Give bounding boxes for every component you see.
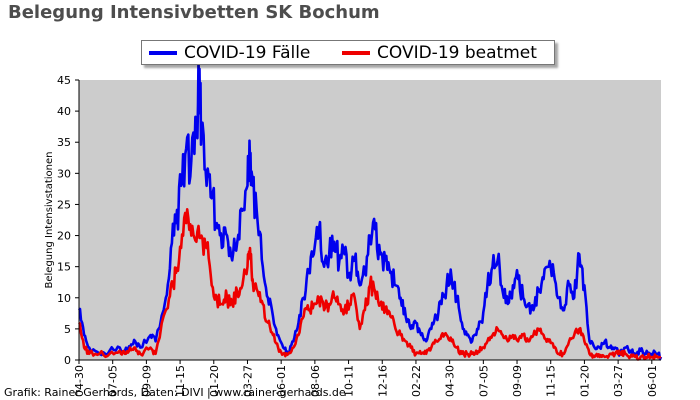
x-tick-label: 06-01	[275, 365, 288, 397]
y-tick-label: 20	[57, 230, 71, 243]
chart-title: Belegung Intensivbetten SK Bochum	[8, 2, 380, 23]
y-tick-label: 10	[57, 292, 71, 305]
x-tick-label: 10-11	[343, 365, 356, 397]
y-tick-label: 40	[57, 105, 71, 118]
x-tick-label: 01-20	[208, 365, 221, 397]
y-tick-label: 0	[64, 354, 71, 367]
x-tick-label: 04-30	[73, 365, 86, 397]
x-tick-label: 11-15	[174, 365, 187, 397]
x-ticks: 04-30 07-05 09-09 11-15 01-20 03-27 06-01 08-06…	[73, 360, 659, 397]
legend-label-cases: COVID-19 Fälle	[184, 42, 311, 63]
series-group	[78, 57, 663, 361]
legend-entry-ventilated: COVID-19 beatmet	[342, 41, 537, 64]
legend-swatch-ventilated	[342, 50, 370, 55]
legend: COVID-19 Fälle COVID-19 beatmet	[141, 40, 555, 65]
x-tick-label: 07-05	[107, 365, 120, 397]
footer-credit: Grafik: Rainer Gerhards, Daten: DIVI | w…	[4, 386, 346, 399]
legend-swatch-cases	[149, 50, 177, 55]
legend-entry-cases: COVID-19 Fälle	[149, 41, 310, 64]
x-tick-label: 03-27	[241, 365, 254, 397]
plot-area	[79, 80, 661, 360]
x-tick-label: 06-01	[646, 365, 659, 397]
legend-label-ventilated: COVID-19 beatmet	[377, 42, 537, 63]
y-tick-label: 45	[57, 74, 71, 87]
y-axis-label: Belegung Intensivstationen	[44, 151, 55, 288]
x-tick-label: 02-22	[410, 365, 423, 397]
x-tick-label: 07-05	[477, 365, 490, 397]
x-tick-label: 09-09	[140, 365, 153, 397]
x-tick-label: 04-30	[444, 365, 457, 397]
y-tick-label: 30	[57, 167, 71, 180]
x-tick-label: 08-06	[309, 365, 322, 397]
series-line-0	[78, 57, 663, 361]
y-tick-label: 25	[57, 198, 71, 211]
x-tick-label: 03-27	[612, 365, 625, 397]
x-tick-label: 11-15	[545, 365, 558, 397]
x-tick-label: 09-09	[511, 365, 524, 397]
y-tick-label: 5	[64, 323, 71, 336]
series-line-1	[78, 208, 662, 361]
y-ticks: 0 5 10 15 20 25 30 35 40 45	[57, 74, 79, 367]
y-tick-label: 15	[57, 261, 71, 274]
y-tick-label: 35	[57, 136, 71, 149]
x-tick-label: 01-20	[578, 365, 591, 397]
x-tick-label: 12-16	[376, 365, 389, 397]
